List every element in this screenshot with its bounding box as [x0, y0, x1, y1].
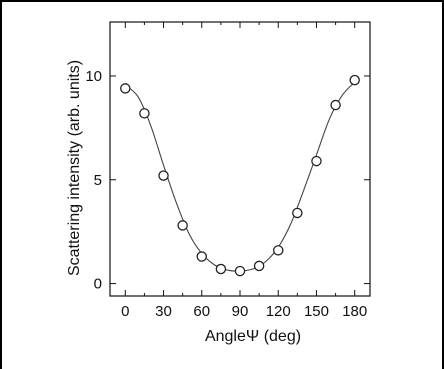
y-tick-label: 10 [85, 68, 102, 85]
x-tick-label: 30 [155, 303, 172, 320]
data-point [349, 74, 360, 86]
y-tick-label: 0 [94, 276, 102, 293]
x-tick-label: 90 [232, 303, 249, 320]
data-point [120, 83, 131, 94]
x-axis-label: AngleΨ (deg) [205, 328, 301, 345]
x-tick-label: 0 [121, 303, 129, 320]
data-point [196, 251, 208, 262]
data-point [139, 108, 150, 119]
x-tick-label: 60 [193, 303, 210, 320]
y-tick-label: 5 [94, 172, 102, 189]
data-point [177, 220, 188, 231]
y-axis-label: Scattering intensity (arb. units) [66, 60, 83, 276]
data-point [292, 207, 303, 219]
plot-area: 0 30 60 90 120 150 180 0 5 10 [85, 21, 371, 320]
data-point [330, 99, 341, 111]
data-point [158, 170, 169, 181]
x-tick-label: 120 [266, 303, 291, 320]
data-point [272, 245, 284, 256]
data-point [311, 155, 322, 167]
data-point [215, 263, 227, 275]
data-point [234, 265, 246, 277]
x-tick-label: 150 [304, 303, 329, 320]
data-point [253, 260, 265, 272]
x-tick-label: 180 [342, 303, 367, 320]
plot-frame [109, 21, 371, 297]
